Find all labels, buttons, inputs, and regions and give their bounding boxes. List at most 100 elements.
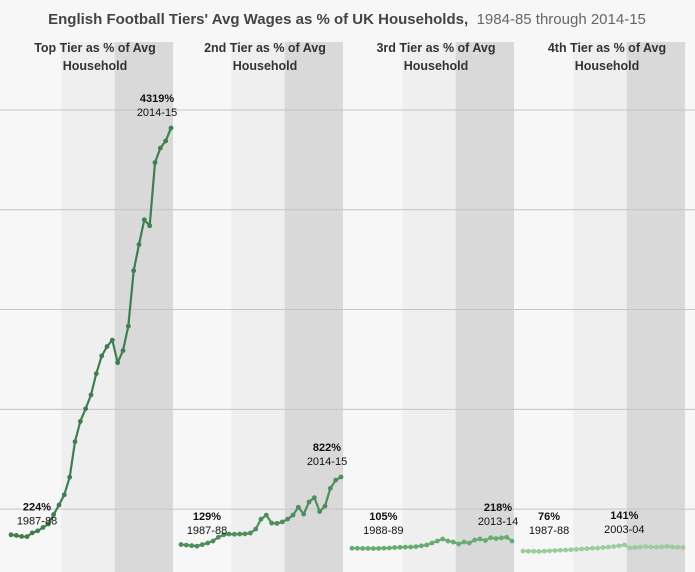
chart-title: English Football Tiers' Avg Wages as % o…: [48, 11, 646, 28]
data-point-2-2006-07: [295, 504, 301, 510]
data-point-2-1991-92: [215, 534, 221, 540]
data-point-4-2006-07: [637, 544, 643, 550]
annotation-year-3-1: 1988-89: [363, 525, 403, 537]
data-point-2-1987-88: [194, 543, 200, 549]
data-point-3-2010-11: [488, 535, 494, 541]
annotations: 224% 1987-88 4319% 2014-15 129% 1987-88 822% 20…: [17, 93, 645, 537]
annotation-year-1-2: 2014-15: [137, 107, 177, 119]
data-point-4-2012-13: [669, 544, 675, 550]
data-point-2-2004-05: [285, 516, 291, 522]
panel-title-4-line-2: Household: [575, 59, 640, 73]
data-point-1-2001-02: [99, 353, 105, 359]
data-point-1-2003-04: [109, 337, 115, 343]
annotation-value-4-2: 141%: [610, 510, 638, 522]
data-point-1-1993-94: [56, 502, 62, 508]
data-point-2-1990-91: [210, 538, 216, 544]
data-point-2-2010-11: [317, 509, 323, 514]
data-point-3-2007-08: [472, 537, 478, 543]
data-point-1-1996-97: [72, 439, 78, 445]
data-point-1-2010-11: [147, 223, 153, 229]
data-point-4-2009-10: [653, 544, 659, 550]
annotation-value-1-1: 224%: [23, 502, 51, 514]
data-point-3-1987-88: [365, 546, 371, 551]
data-point-4-2013-14: [675, 544, 681, 550]
data-point-3-2003-04: [450, 539, 456, 545]
data-point-4-2000-01: [605, 544, 611, 550]
data-point-2-2005-06: [290, 512, 296, 518]
data-point-1-2009-10: [141, 217, 147, 223]
band-light-2: [231, 42, 285, 572]
data-point-3-1991-92: [386, 545, 392, 551]
data-point-4-1991-92: [557, 547, 563, 553]
data-point-3-2005-06: [461, 539, 467, 545]
data-point-4-2011-12: [664, 544, 670, 549]
data-point-4-2008-09: [648, 544, 654, 550]
data-point-1-2006-07: [125, 323, 131, 329]
annotation-year-4-2: 2003-04: [604, 524, 644, 536]
panel-title-4-line-1: 4th Tier as % of Avg: [548, 41, 666, 55]
data-point-1-2007-08: [131, 268, 137, 274]
annotation-year-1-1: 1987-88: [17, 516, 57, 528]
data-point-4-1984-85: [520, 548, 526, 554]
data-point-1-1990-91: [40, 525, 46, 530]
data-point-2-2007-08: [301, 511, 307, 517]
data-point-3-1997-98: [418, 543, 424, 549]
data-point-2-2009-10: [311, 495, 317, 501]
panel-titles: Top Tier as % of Avg Household 2nd Tier as…: [34, 41, 666, 73]
data-point-1-2013-14: [163, 138, 169, 144]
data-point-3-1999-00: [429, 540, 435, 546]
data-point-1-1989-90: [35, 528, 41, 534]
annotation-year-2-2: 2014-15: [307, 456, 347, 468]
data-point-1-2014-15: [168, 125, 174, 131]
data-point-1-2005-06: [120, 348, 126, 353]
data-point-1-1998-99: [83, 406, 89, 412]
data-point-4-1986-87: [531, 548, 537, 554]
data-point-4-2010-11: [659, 544, 665, 550]
panel-title-2-line-2: Household: [233, 59, 298, 73]
data-point-1-1985-86: [13, 533, 19, 538]
data-point-4-2003-04: [621, 542, 627, 548]
data-point-4-2002-03: [616, 543, 622, 549]
data-point-1-1986-87: [19, 534, 25, 539]
data-point-3-1990-91: [381, 545, 387, 551]
data-point-3-2009-10: [482, 538, 488, 543]
data-point-3-1995-96: [408, 544, 414, 550]
data-point-2-1999-00: [258, 516, 264, 522]
data-point-3-2011-12: [493, 536, 499, 541]
data-point-4-1994-95: [573, 547, 579, 552]
data-point-3-2001-02: [440, 536, 446, 542]
data-point-4-1990-91: [552, 548, 558, 553]
data-point-3-1992-93: [392, 545, 398, 550]
data-point-3-2004-05: [456, 541, 462, 547]
data-point-1-2012-13: [157, 145, 163, 151]
data-point-4-1996-97: [584, 546, 590, 552]
data-point-1-2002-03: [104, 344, 110, 349]
data-point-2-2013-14: [333, 477, 339, 483]
data-point-1-1999-00: [88, 392, 94, 398]
data-point-1-1987-88: [24, 534, 30, 540]
data-point-2-1993-94: [226, 531, 232, 537]
data-point-4-1999-00: [600, 545, 606, 550]
data-point-3-2000-01: [434, 538, 440, 544]
data-point-4-1989-90: [547, 548, 553, 554]
band-dark-3: [455, 42, 514, 572]
annotation-value-4-1: 76%: [538, 511, 560, 523]
data-point-2-1996-97: [242, 531, 248, 537]
data-point-4-1985-86: [525, 548, 531, 554]
panel-title-3-line-1: 3rd Tier as % of Avg: [376, 41, 495, 55]
chart-title-sub: 1984-85 through 2014-15: [477, 11, 646, 28]
data-point-1-1988-89: [29, 530, 35, 536]
data-point-2-1986-87: [189, 543, 195, 549]
annotation-year-3-2: 2013-14: [478, 516, 518, 528]
panel-title-1-line-1: Top Tier as % of Avg: [34, 41, 156, 55]
data-point-4-1998-99: [595, 545, 601, 551]
data-point-3-2008-09: [477, 536, 483, 542]
data-point-2-1989-90: [205, 540, 211, 546]
data-point-1-1984-85: [8, 532, 14, 538]
data-point-3-1984-85: [349, 545, 355, 551]
data-point-3-2012-13: [498, 535, 504, 541]
gridlines: [0, 109, 695, 510]
data-point-4-1988-89: [541, 548, 547, 554]
data-point-2-2011-12: [322, 503, 328, 509]
data-point-3-2002-03: [445, 538, 451, 544]
